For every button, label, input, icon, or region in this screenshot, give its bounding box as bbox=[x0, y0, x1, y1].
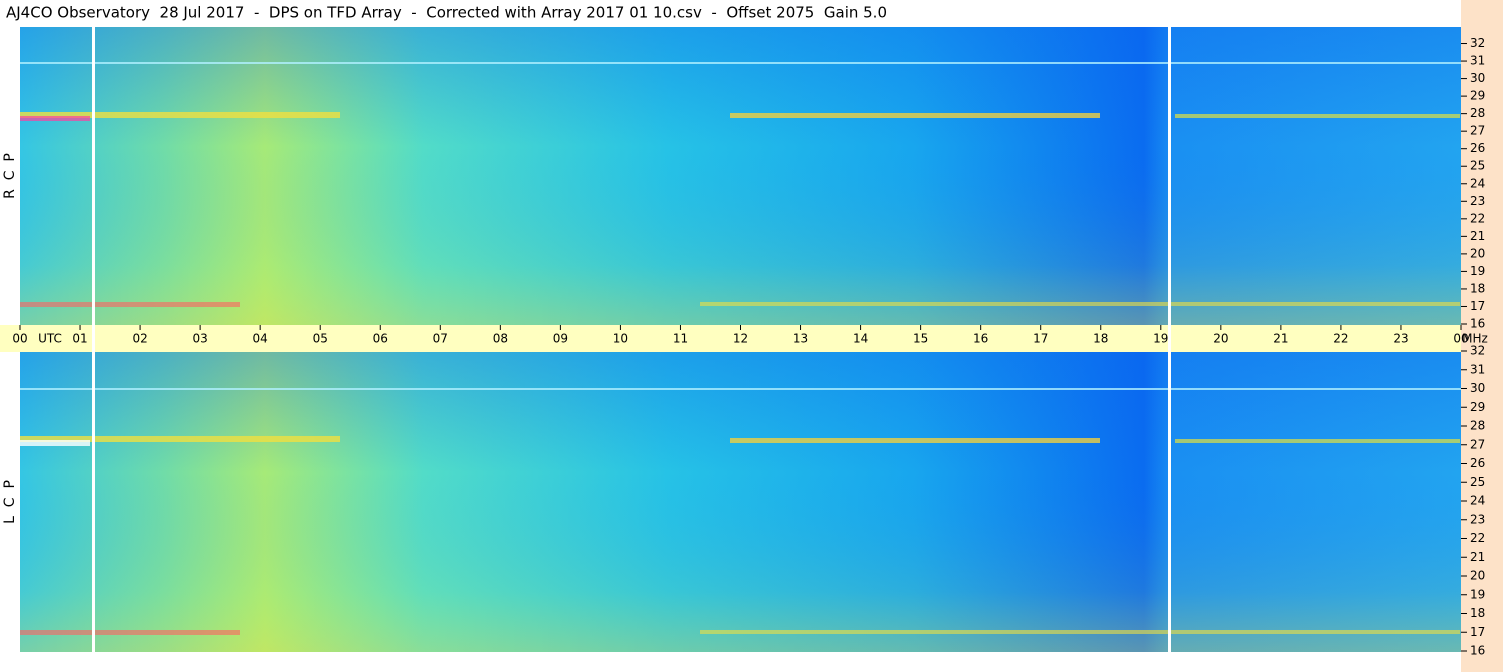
x-tick-label: 02 bbox=[132, 332, 147, 346]
y-tick-label: 16 bbox=[1470, 644, 1485, 658]
x-tick-label: 07 bbox=[433, 332, 448, 346]
y-tick-label: 23 bbox=[1470, 194, 1485, 208]
x-tick-label: 16 bbox=[973, 332, 988, 346]
y-tick-label: 28 bbox=[1470, 419, 1485, 433]
x-tick-label: 05 bbox=[313, 332, 328, 346]
spectrum-shade bbox=[20, 352, 1461, 652]
y-tick-label: 27 bbox=[1470, 437, 1485, 451]
y-tick-label: 20 bbox=[1470, 569, 1485, 583]
y-tick-label: 31 bbox=[1470, 362, 1485, 376]
band bbox=[700, 630, 1460, 634]
y-tick-label: 17 bbox=[1470, 625, 1485, 639]
y-tick-label: 17 bbox=[1470, 299, 1485, 313]
y-tick-label: 25 bbox=[1470, 475, 1485, 489]
band bbox=[1175, 114, 1460, 118]
band bbox=[20, 436, 340, 442]
x-axis-label: UTC bbox=[38, 332, 62, 346]
x-tick-label: 09 bbox=[553, 332, 568, 346]
chart-title: AJ4CO Observatory 28 Jul 2017 - DPS on T… bbox=[6, 4, 887, 22]
band bbox=[20, 302, 240, 307]
axis-strip bbox=[1461, 0, 1503, 672]
y-tick-label: 18 bbox=[1470, 281, 1485, 295]
spectrogram-lower bbox=[20, 352, 1461, 652]
y-tick-label: 19 bbox=[1470, 264, 1485, 278]
y-tick-label: 19 bbox=[1470, 587, 1485, 601]
x-tick-label: 22 bbox=[1333, 332, 1348, 346]
y-tick-label: 25 bbox=[1470, 159, 1485, 173]
y-tick-label: 29 bbox=[1470, 89, 1485, 103]
y-tick-label: 20 bbox=[1470, 246, 1485, 260]
x-tick-label: 03 bbox=[192, 332, 207, 346]
panel-label: L C P bbox=[2, 480, 18, 524]
y-tick-label: 30 bbox=[1470, 381, 1485, 395]
y-tick-label: 26 bbox=[1470, 456, 1485, 470]
spectrum-shade bbox=[20, 27, 1461, 325]
y-tick-label: 31 bbox=[1470, 54, 1485, 68]
band bbox=[20, 440, 90, 446]
x-tick-label: 08 bbox=[493, 332, 508, 346]
band bbox=[700, 302, 1460, 306]
y-tick-label: 27 bbox=[1470, 124, 1485, 138]
y-tick-label: 22 bbox=[1470, 531, 1485, 545]
y-tick-label: 21 bbox=[1470, 229, 1485, 243]
x-tick-label: 15 bbox=[913, 332, 928, 346]
band bbox=[730, 113, 1100, 118]
y-tick-label: 18 bbox=[1470, 606, 1485, 620]
band bbox=[730, 438, 1100, 443]
y-tick-label: 22 bbox=[1470, 211, 1485, 225]
band bbox=[20, 112, 340, 118]
x-tick-label: 19 bbox=[1153, 332, 1168, 346]
band bbox=[20, 388, 1461, 390]
x-tick-label: 11 bbox=[673, 332, 688, 346]
band bbox=[20, 116, 90, 121]
y-tick-label: 28 bbox=[1470, 106, 1485, 120]
y-tick-label: 26 bbox=[1470, 141, 1485, 155]
y-tick-label: 30 bbox=[1470, 71, 1485, 85]
y-tick-label: 32 bbox=[1470, 36, 1485, 50]
spectrogram-upper bbox=[20, 27, 1461, 325]
data-gap bbox=[92, 27, 95, 652]
x-tick-label: 00 bbox=[1453, 332, 1468, 346]
y-tick-label: 24 bbox=[1470, 494, 1485, 508]
x-tick-label: 06 bbox=[373, 332, 388, 346]
band bbox=[1175, 439, 1460, 443]
x-tick-label: 12 bbox=[733, 332, 748, 346]
band bbox=[20, 62, 1461, 64]
y-tick-label: 29 bbox=[1470, 400, 1485, 414]
y-tick-label: 23 bbox=[1470, 512, 1485, 526]
x-tick-label: 17 bbox=[1033, 332, 1048, 346]
y-tick-label: 16 bbox=[1470, 317, 1485, 331]
data-gap bbox=[1168, 27, 1171, 652]
y-tick-label: 21 bbox=[1470, 550, 1485, 564]
time-strip bbox=[0, 325, 1461, 352]
x-tick-label: 10 bbox=[613, 332, 628, 346]
band bbox=[20, 630, 240, 635]
x-tick-label: 01 bbox=[72, 332, 87, 346]
panel-label: R C P bbox=[2, 153, 18, 199]
x-tick-label: 14 bbox=[853, 332, 868, 346]
x-tick-label: 04 bbox=[253, 332, 268, 346]
y-unit-label: MHz bbox=[1462, 332, 1488, 346]
x-tick-label: 13 bbox=[793, 332, 808, 346]
y-tick-label: 24 bbox=[1470, 176, 1485, 190]
x-tick-label: 20 bbox=[1213, 332, 1228, 346]
x-tick-label: 18 bbox=[1093, 332, 1108, 346]
x-tick-label: 23 bbox=[1393, 332, 1408, 346]
y-tick-label: 32 bbox=[1470, 344, 1485, 358]
x-tick-label: 00 bbox=[12, 332, 27, 346]
x-tick-label: 21 bbox=[1273, 332, 1288, 346]
